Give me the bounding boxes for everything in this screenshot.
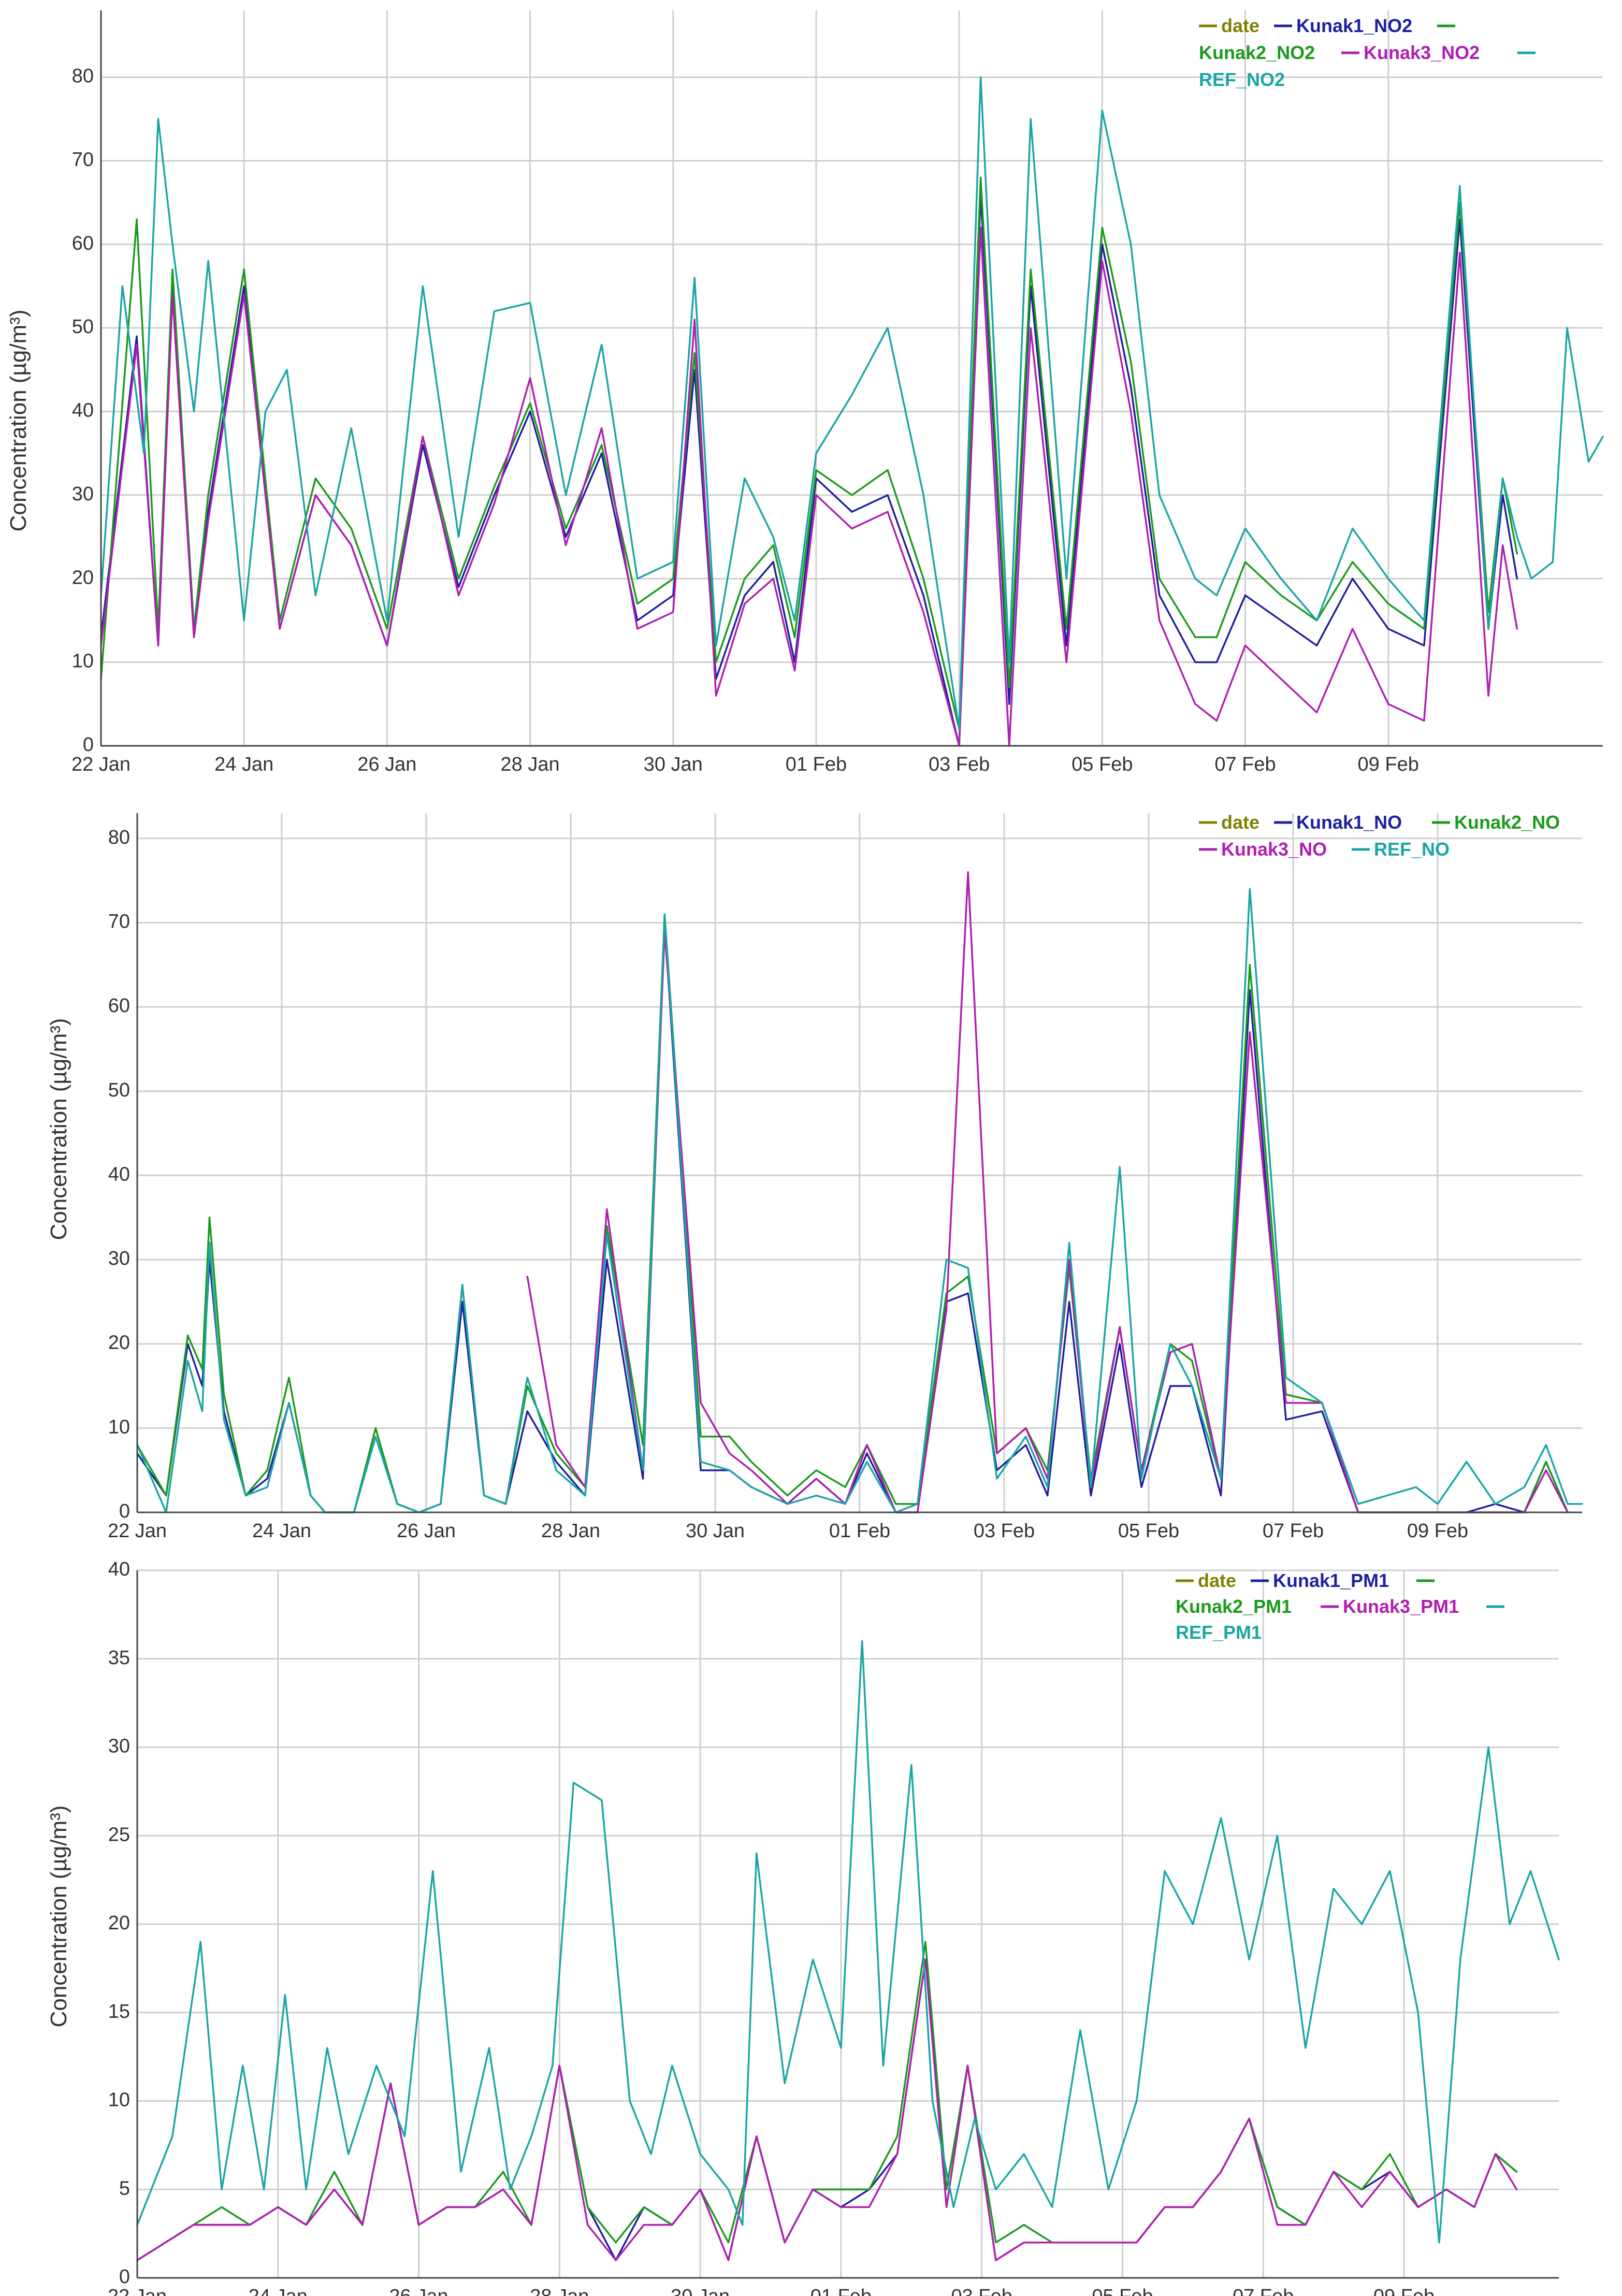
no2-series-kunak3-no2 (100, 226, 1518, 747)
no2-legend: date Kunak1_NO2 Kunak2_NO2 Kunak3_NO2 RE… (1199, 15, 1536, 90)
pm1-y-tick-label: 0 (119, 2266, 130, 2288)
no-y-tick-label: 70 (108, 911, 130, 932)
no2-series-kunak2-no2 (100, 176, 1518, 730)
no2-x-tick-label: 05 Feb (1071, 754, 1133, 775)
pm1-legend-kunak3: Kunak3_PM1 (1343, 1596, 1459, 1617)
no2-y-axis-label: Concentration (µg/m³) (6, 310, 31, 532)
no-y-axis-label: Concentration (µg/m³) (46, 1018, 71, 1240)
no-x-tick-label: 22 Jan (108, 1520, 167, 1542)
no2-series-ref-no2 (100, 76, 1604, 730)
no-y-tick-label: 50 (108, 1079, 130, 1101)
pm1-y-tick-label: 10 (108, 2089, 130, 2111)
no-x-tick-label: 28 Jan (541, 1520, 600, 1542)
no-x-tick-label: 24 Jan (252, 1520, 311, 1542)
no2-series-kunak1-no2 (100, 193, 1518, 747)
no2-x-tick-label: 22 Jan (71, 754, 131, 775)
no2-legend-date: date (1221, 15, 1259, 36)
no2-x-tick-label: 07 Feb (1214, 754, 1276, 775)
pm1-x-tick-label: 07 Feb (1233, 2286, 1294, 2296)
no-series-ref-no (136, 888, 1583, 1513)
no2-x-tick-label: 26 Jan (357, 754, 416, 775)
no2-y-tick-label: 0 (83, 734, 94, 756)
no-legend-kunak2: Kunak2_NO (1454, 812, 1560, 833)
pm1-x-tick-label: 22 Jan (108, 2286, 167, 2296)
no-x-tick-label: 01 Feb (829, 1520, 890, 1542)
pm1-series-ref-pm1 (136, 1640, 1560, 2244)
no2-y-tick-label: 60 (72, 233, 94, 254)
no2-legend-kunak3: Kunak3_NO2 (1364, 42, 1480, 63)
no-y-tick-label: 80 (108, 827, 130, 848)
no-y-tick-label: 20 (108, 1332, 130, 1354)
pm1-y-tick-label: 20 (108, 1912, 130, 1934)
pm1-y-tick-label: 5 (119, 2177, 130, 2199)
no-y-tick-label: 0 (119, 1500, 130, 1522)
no-x-tick-label: 07 Feb (1263, 1520, 1324, 1542)
no2-x-tick-label: 09 Feb (1358, 754, 1419, 775)
no-x-tick-label: 30 Jan (686, 1520, 745, 1542)
no2-chart: Concentration (µg/m³) date Kunak1_NO2 Ku… (6, 10, 1604, 775)
no2-legend-ref: REF_NO2 (1199, 69, 1285, 90)
pm1-x-tick-label: 03 Feb (951, 2286, 1012, 2296)
no2-x-tick-label: 01 Feb (786, 754, 847, 775)
pm1-y-tick-label: 15 (108, 2001, 130, 2023)
no-legend: date Kunak1_NO Kunak2_NO Kunak3_NO REF_N… (1199, 812, 1560, 860)
no-legend-kunak3: Kunak3_NO (1221, 839, 1327, 860)
pm1-y-axis-label: Concentration (µg/m³) (46, 1806, 71, 2028)
no-y-tick-label: 30 (108, 1248, 130, 1269)
pm1-chart: Concentration (µg/m³) date Kunak1_PM1 Ku… (46, 1558, 1560, 2296)
no-chart: Concentration (µg/m³) date Kunak1_NO Kun… (46, 812, 1583, 1542)
no-y-tick-label: 10 (108, 1416, 130, 1438)
pm1-series-kunak3-pm1 (136, 1958, 1518, 2261)
no2-y-tick-label: 40 (72, 400, 94, 422)
pm1-legend-kunak2: Kunak2_PM1 (1176, 1596, 1292, 1617)
no-series-kunak1-no (136, 921, 1569, 1513)
no2-y-tick-label: 70 (72, 149, 94, 170)
no2-x-tick-label: 28 Jan (501, 754, 560, 775)
pm1-legend-kunak1: Kunak1_PM1 (1273, 1570, 1389, 1591)
no2-x-tick-label: 03 Feb (929, 754, 990, 775)
pm1-y-tick-label: 35 (108, 1647, 130, 1669)
no2-y-tick-label: 20 (72, 567, 94, 588)
no2-legend-kunak1: Kunak1_NO2 (1296, 15, 1412, 36)
no2-x-tick-label: 30 Jan (644, 754, 703, 775)
pm1-x-tick-label: 30 Jan (671, 2286, 730, 2296)
no2-x-tick-label: 24 Jan (214, 754, 273, 775)
pm1-x-tick-label: 01 Feb (810, 2286, 872, 2296)
no-y-tick-label: 60 (108, 995, 130, 1017)
no-x-tick-label: 09 Feb (1407, 1520, 1468, 1542)
pm1-y-tick-label: 40 (108, 1558, 130, 1580)
no-series-kunak2-no (136, 913, 1569, 1513)
pm1-x-tick-label: 09 Feb (1373, 2286, 1435, 2296)
no-legend-ref: REF_NO (1374, 839, 1450, 860)
no2-y-tick-label: 30 (72, 483, 94, 505)
pm1-y-tick-label: 25 (108, 1824, 130, 1845)
pm1-legend-date: date (1198, 1570, 1236, 1591)
no2-y-tick-label: 80 (72, 65, 94, 87)
no2-y-tick-label: 10 (72, 651, 94, 672)
no2-legend-kunak2: Kunak2_NO2 (1199, 42, 1315, 63)
pm1-legend-ref: REF_PM1 (1176, 1622, 1262, 1643)
pm1-x-tick-label: 24 Jan (249, 2286, 308, 2296)
pm1-y-tick-label: 30 (108, 1736, 130, 1757)
pm1-x-tick-label: 28 Jan (530, 2286, 589, 2296)
no-x-tick-label: 05 Feb (1118, 1520, 1179, 1542)
no-y-tick-label: 40 (108, 1163, 130, 1185)
no-x-tick-label: 03 Feb (974, 1520, 1035, 1542)
no-legend-kunak1: Kunak1_NO (1296, 812, 1402, 833)
pm1-x-tick-label: 26 Jan (389, 2286, 448, 2296)
no2-y-tick-label: 50 (72, 316, 94, 338)
no-legend-date: date (1221, 812, 1259, 833)
no-x-tick-label: 26 Jan (397, 1520, 456, 1542)
pm1-legend: date Kunak1_PM1 Kunak2_PM1 Kunak3_PM1 RE… (1176, 1570, 1504, 1643)
pm1-x-tick-label: 05 Feb (1092, 2286, 1153, 2296)
